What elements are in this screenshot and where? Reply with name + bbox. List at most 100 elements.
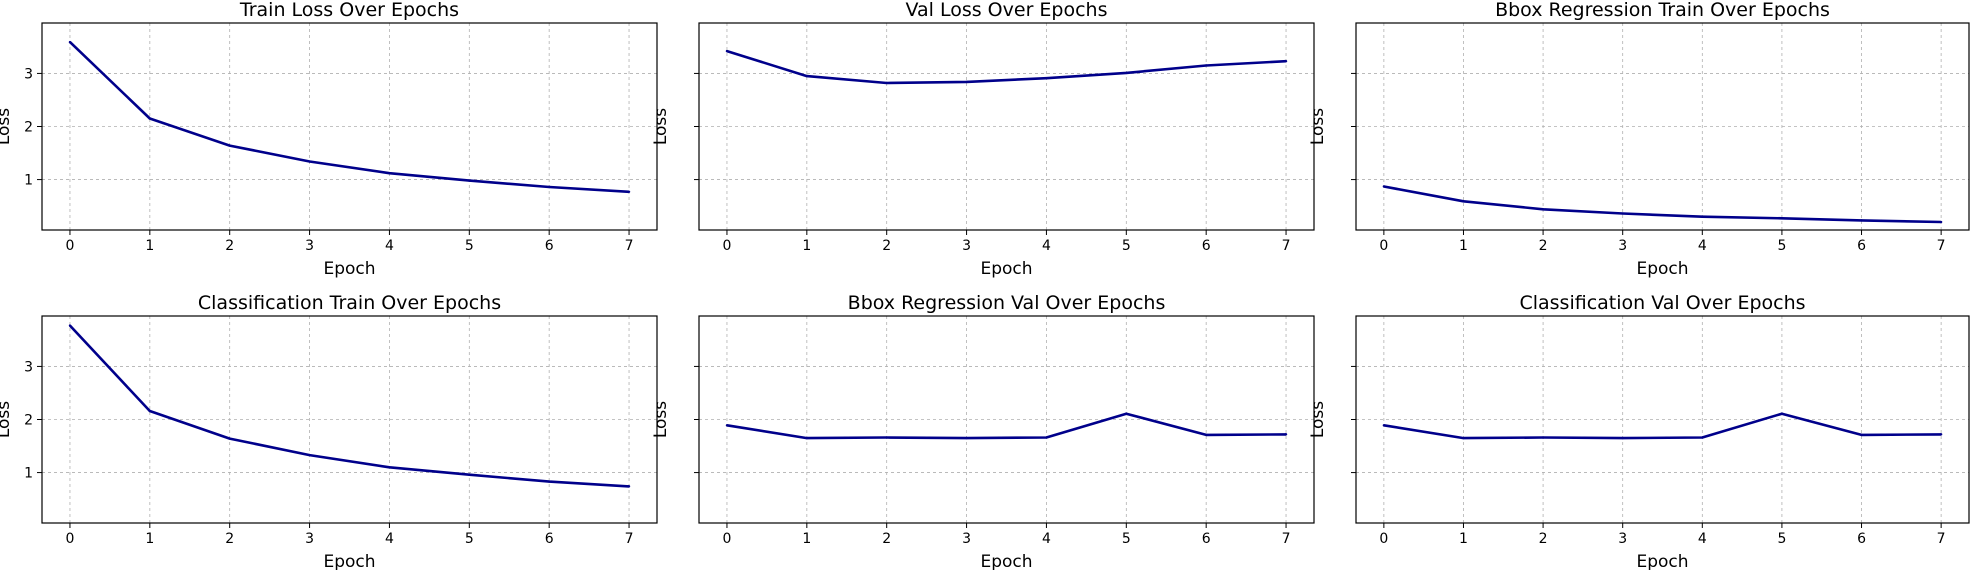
data-point [1125,412,1128,415]
data-point [1284,60,1288,63]
data-point [68,324,72,327]
subplot-3: 0 1 2 3 4 5 6 7 Bbox Regression Train Over Epoch… [1308,0,1970,279]
data-point [228,437,231,440]
x-tick-label: 2 [1539,531,1548,547]
x-tick-label: 3 [962,238,971,254]
series-line [726,49,1287,85]
x-axis-label: Epoch [980,259,1032,279]
x-tick-label: 3 [1618,531,1627,547]
data-point [965,80,968,84]
data-point [1541,436,1545,439]
subplot-6: 0 1 2 3 4 5 6 7 Classification Val Over Epochs Ep… [1308,292,1970,570]
x-tick-label: 5 [1122,531,1131,547]
x-tick-label: 2 [882,238,891,254]
data-point [1462,436,1465,440]
data-point [547,480,551,483]
x-tick-label: 4 [1042,238,1051,254]
data-point [1939,433,1943,436]
subplot-title: Bbox Regression Train Over Epochs [1495,0,1830,21]
y-tick-label: 1 [24,173,33,189]
subplot-title: Classification Train Over Epochs [198,292,501,314]
x-tick-label: 6 [545,531,554,547]
series-line [69,324,630,488]
data-point [1939,220,1943,224]
data-point [627,190,631,193]
data-point [627,485,631,488]
y-tick-label: 3 [24,66,33,82]
data-point [1045,77,1048,80]
data-point [1621,212,1624,215]
series-line [1383,185,1942,224]
data-point [885,436,888,439]
data-point [805,74,809,78]
x-tick-label: 7 [1282,531,1291,547]
data-point [1204,433,1208,437]
x-tick-label: 2 [882,531,891,547]
y-tick-label: 1 [24,466,33,482]
subplot-title: Classification Val Over Epochs [1519,292,1805,314]
x-tick-label: 5 [1777,238,1786,254]
x-tick-label: 6 [1202,238,1211,254]
y-axis-label: Loss [0,108,14,145]
data-point [468,179,471,182]
y-axis-label: Loss [0,401,14,438]
data-point [725,49,729,53]
data-point [805,436,809,440]
x-tick-label: 5 [1122,238,1131,254]
data-point [148,117,152,120]
x-axis-label: Epoch [1636,552,1688,570]
x-tick-label: 3 [305,531,314,547]
data-point [1204,64,1208,67]
x-tick-label: 0 [722,531,731,547]
y-axis-label: Loss [651,401,671,438]
x-tick-label: 5 [465,238,474,254]
data-point [1382,185,1386,188]
x-tick-label: 4 [385,531,394,547]
data-point [1860,219,1863,222]
data-point [308,160,311,163]
x-tick-label: 2 [225,238,234,254]
x-tick-label: 0 [65,531,74,547]
x-tick-label: 6 [545,238,554,254]
data-point [68,40,72,44]
x-tick-label: 1 [802,238,811,254]
subplot-5: 0 1 2 3 4 5 6 7 Bbox Regression Val Over Epochs E… [651,292,1315,570]
x-tick-label: 4 [1042,531,1051,547]
data-point [228,144,231,147]
data-point [468,473,471,476]
subplot-title: Bbox Regression Val Over Epochs [848,292,1166,314]
y-tick-label: 3 [24,359,33,375]
x-tick-label: 5 [1777,531,1786,547]
data-point [388,466,391,469]
subplot-title: Val Loss Over Epochs [905,0,1107,21]
y-tick-label: 2 [24,120,33,136]
x-tick-label: 3 [962,531,971,547]
series-line [726,412,1287,440]
data-point [388,172,391,175]
x-tick-label: 7 [625,238,634,254]
x-tick-label: 4 [1698,238,1707,254]
x-tick-label: 2 [225,531,234,547]
data-point [547,185,551,189]
subplot-title: Train Loss Over Epochs [239,0,459,21]
x-tick-label: 4 [1698,531,1707,547]
x-tick-label: 1 [145,531,154,547]
x-tick-label: 6 [1202,531,1211,547]
subplot-2: 0 1 2 3 4 5 6 7 Val Loss Over Epochs Epoch Loss [651,0,1315,279]
data-point [1045,436,1048,439]
x-tick-label: 6 [1857,238,1866,254]
x-axis-label: Epoch [980,552,1032,570]
x-tick-label: 6 [1857,531,1866,547]
x-tick-label: 7 [625,531,634,547]
x-tick-label: 7 [1282,238,1291,254]
series-line [69,41,630,194]
data-point [148,409,152,413]
y-tick-label: 2 [24,413,33,429]
x-tick-label: 3 [1618,238,1627,254]
data-point [1462,200,1465,203]
data-point [1701,436,1704,439]
data-point [965,436,968,440]
y-axis-label: Loss [1308,108,1328,145]
x-tick-label: 0 [1379,238,1388,254]
x-tick-label: 7 [1937,238,1946,254]
